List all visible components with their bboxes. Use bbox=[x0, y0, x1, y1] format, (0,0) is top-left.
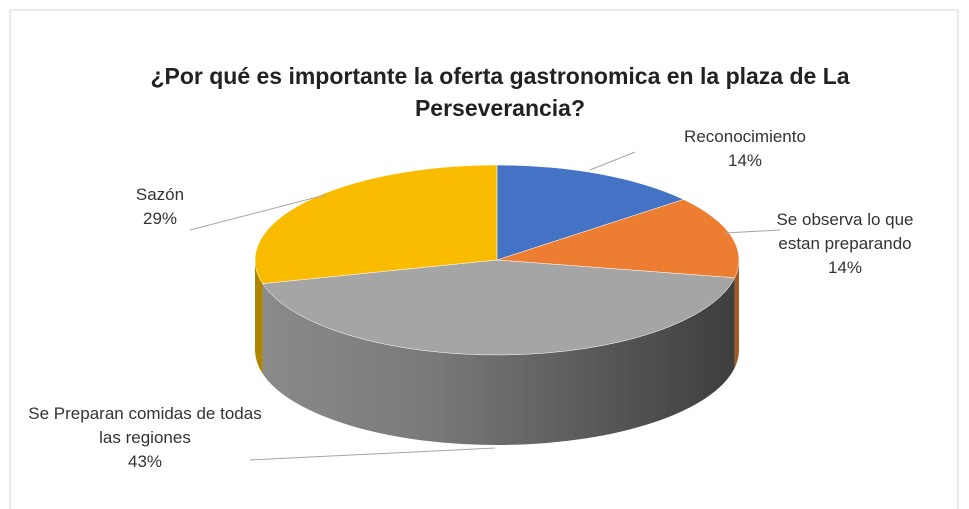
label-name: Se Preparan comidas de todas las regione… bbox=[28, 404, 262, 447]
label-name: Reconocimiento bbox=[684, 127, 806, 146]
slice bbox=[496, 199, 740, 279]
leader-line bbox=[189, 194, 326, 231]
slice-side bbox=[255, 260, 263, 374]
slice bbox=[254, 164, 498, 284]
leader-line bbox=[724, 229, 781, 234]
label-name: Se observa lo que estan preparando bbox=[776, 210, 914, 253]
leader-line bbox=[249, 447, 496, 461]
data-label: Se Preparan comidas de todas las regione… bbox=[25, 402, 265, 474]
label-value: 43% bbox=[127, 452, 163, 471]
slice bbox=[496, 164, 685, 261]
leader-line bbox=[589, 151, 636, 171]
data-label: Reconocimiento 14% bbox=[660, 125, 830, 173]
label-value: 14% bbox=[727, 151, 763, 170]
label-value: 14% bbox=[827, 258, 863, 277]
label-value: 29% bbox=[142, 209, 178, 228]
data-label: Se observa lo que estan preparando 14% bbox=[770, 208, 920, 280]
chart-border bbox=[9, 9, 959, 509]
chart-title: ¿Por qué es importante la oferta gastron… bbox=[150, 63, 850, 121]
slice-side bbox=[734, 260, 739, 368]
slice-side bbox=[262, 277, 735, 445]
slice bbox=[262, 259, 736, 356]
data-label: Sazón 29% bbox=[110, 183, 210, 231]
label-name: Sazón bbox=[135, 185, 185, 204]
